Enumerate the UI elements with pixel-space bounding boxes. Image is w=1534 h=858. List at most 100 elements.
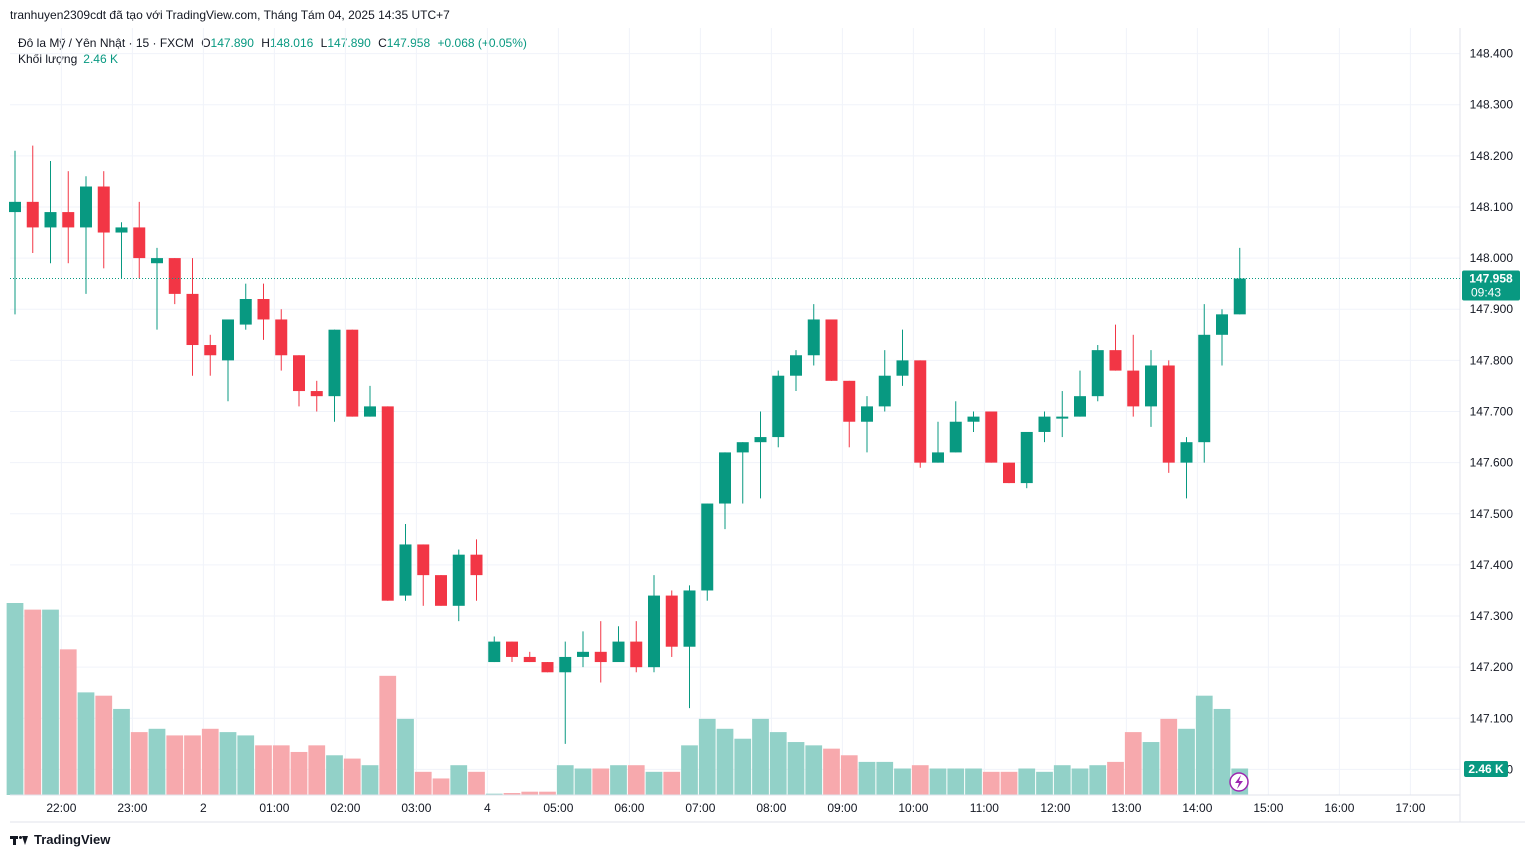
volume-bar (840, 755, 858, 795)
price-tick-label: 147.500 (1470, 507, 1514, 521)
candle (1198, 304, 1211, 463)
candle-body (133, 227, 146, 259)
volume-bar (95, 695, 113, 795)
candle (204, 334, 217, 376)
candle-body (9, 201, 21, 213)
candle (1127, 334, 1140, 417)
volume-bar (468, 771, 485, 795)
volume-bar (574, 768, 592, 795)
price-tick-label: 147.200 (1470, 660, 1514, 674)
volume-label[interactable]: Khối lượng (18, 52, 78, 66)
candle (843, 380, 856, 448)
change-value: +0.068 (+0.05%) (437, 36, 527, 50)
time-tick-label: 10:00 (898, 801, 928, 815)
volume-bar (255, 745, 272, 795)
candle (825, 319, 838, 381)
candle (861, 396, 873, 453)
time-tick-label: 02:00 (330, 801, 360, 815)
candle (186, 258, 199, 376)
time-tick-label: 13:00 (1111, 801, 1141, 815)
candle (719, 452, 731, 530)
candle-body (44, 212, 57, 228)
candle (275, 309, 288, 371)
candle-body (790, 355, 802, 376)
price-tick-label: 148.000 (1470, 251, 1514, 265)
candle-body (932, 452, 944, 463)
candle (26, 145, 39, 253)
candle-body (1020, 431, 1033, 484)
volume-bar (59, 649, 77, 795)
candle (772, 370, 785, 448)
candle (399, 523, 412, 601)
volume-bar (113, 708, 130, 795)
candle-body (648, 595, 660, 668)
symbol-label[interactable]: Đô la Mỹ / Yên Nhật · 15 · FXCM (18, 36, 194, 50)
price-tick-label: 147.300 (1470, 609, 1514, 623)
volume-bar (734, 738, 752, 795)
tradingview-logo[interactable]: TradingView (10, 832, 110, 847)
candle (1216, 309, 1228, 366)
candle-body (346, 329, 359, 417)
volume-bar (645, 771, 663, 795)
volume-bar (1142, 742, 1160, 795)
low-value: 147.890 (327, 36, 371, 50)
time-tick-label: 08:00 (756, 801, 786, 815)
time-tick-label: 09:00 (827, 801, 857, 815)
volume-bar (1160, 718, 1178, 795)
volume-bar (361, 765, 379, 795)
lightning-icon[interactable] (1229, 772, 1249, 792)
brand-label: TradingView (34, 832, 111, 847)
candle-body (506, 641, 518, 657)
open-label: O (201, 36, 211, 50)
tradingview-icon (10, 835, 28, 845)
candle (1109, 324, 1122, 371)
candle (630, 621, 643, 673)
candle (44, 160, 57, 264)
candle (523, 651, 536, 663)
candle (1162, 360, 1175, 473)
volume-bar (681, 745, 698, 795)
candle-body (328, 329, 341, 397)
candle-body (1056, 416, 1069, 419)
volume-bar (1124, 732, 1142, 795)
volume-bar (1178, 728, 1195, 795)
price-tick-label: 148.400 (1470, 47, 1514, 61)
candle (1020, 431, 1033, 489)
candle-body (1091, 350, 1104, 397)
volume-bar (6, 603, 24, 795)
candle-body (62, 212, 75, 228)
candle-body (470, 554, 483, 576)
volume-bar (894, 768, 911, 795)
time-axis: 22:00 23:00 2 01:00 02:00 03:00 4 05:00 06:00 07:… (46, 801, 1425, 815)
candle-body (1145, 365, 1157, 407)
volume-bar (876, 761, 894, 795)
candle-body (399, 544, 412, 596)
candle (257, 283, 270, 340)
price-tick-label: 147.800 (1470, 353, 1514, 367)
volume-bar (308, 745, 326, 795)
volume-bar (1195, 695, 1213, 795)
volume-bars (6, 603, 1249, 795)
candle-body (665, 595, 678, 647)
candle (151, 247, 163, 330)
candle (506, 641, 518, 663)
candle (346, 329, 359, 417)
candle-body (239, 299, 252, 325)
candle (577, 631, 589, 668)
volume-bar (627, 765, 645, 795)
low-label: L (320, 36, 328, 50)
volume-bar (947, 768, 965, 795)
candlesticks (9, 145, 1246, 744)
volume-bar (1071, 768, 1089, 795)
candle-body (807, 319, 820, 356)
candle-body (97, 186, 110, 233)
time-tick-label: 14:00 (1182, 801, 1212, 815)
volume-badge: 2.46 K (1464, 761, 1508, 777)
candle (168, 258, 181, 305)
volume-bar (42, 609, 59, 795)
candle (133, 201, 146, 279)
volume-bar (1018, 768, 1036, 795)
candle-body (26, 201, 39, 228)
volume-bar (379, 675, 397, 795)
